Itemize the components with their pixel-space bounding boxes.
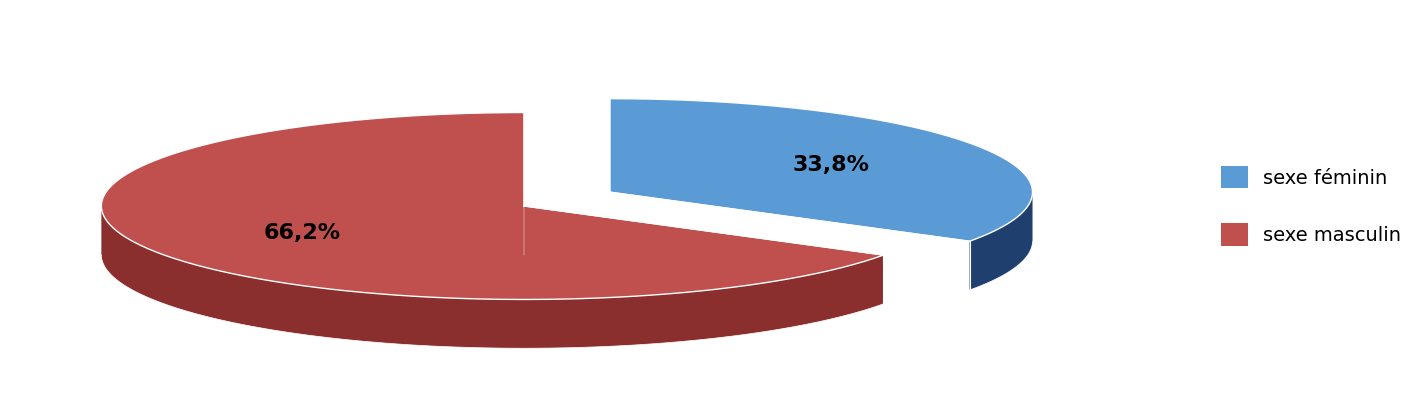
Text: 33,8%: 33,8% bbox=[793, 155, 870, 175]
Polygon shape bbox=[609, 98, 1032, 241]
Text: 66,2%: 66,2% bbox=[264, 223, 341, 243]
Polygon shape bbox=[102, 112, 884, 300]
Polygon shape bbox=[102, 206, 884, 348]
Legend: sexe féminin, sexe masculin: sexe féminin, sexe masculin bbox=[1220, 166, 1401, 246]
Polygon shape bbox=[970, 193, 1032, 290]
